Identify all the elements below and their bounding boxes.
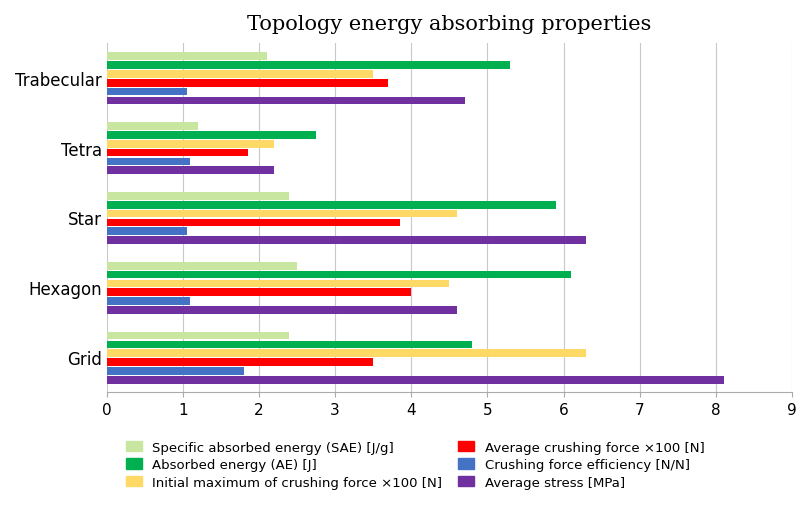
Legend: Specific absorbed energy (SAE) [J/g], Absorbed energy (AE) [J], Initial maximum : Specific absorbed energy (SAE) [J/g], Ab… [126, 441, 703, 489]
Bar [106, 376, 723, 384]
Bar [106, 132, 315, 139]
Title: Topology energy absorbing properties: Topology energy absorbing properties [247, 15, 650, 34]
Bar [106, 228, 187, 236]
Bar [106, 62, 509, 70]
Bar [106, 289, 411, 297]
Bar [106, 97, 464, 105]
Bar [106, 237, 586, 244]
Bar [106, 350, 586, 357]
Bar [106, 158, 190, 166]
Bar [106, 123, 198, 131]
Bar [106, 332, 289, 340]
Bar [106, 167, 274, 175]
Bar [106, 140, 274, 148]
Bar [106, 150, 247, 157]
Bar [106, 262, 297, 270]
Bar [106, 280, 448, 288]
Bar [106, 210, 457, 218]
Bar [106, 71, 373, 79]
Bar [106, 341, 472, 349]
Bar [106, 80, 388, 88]
Bar [106, 298, 190, 305]
Bar [106, 193, 289, 201]
Bar [106, 202, 556, 209]
Bar [106, 358, 373, 366]
Bar [106, 89, 187, 96]
Bar [106, 219, 399, 227]
Bar [106, 271, 570, 279]
Bar [106, 53, 266, 61]
Bar [106, 306, 457, 314]
Bar [106, 367, 243, 375]
